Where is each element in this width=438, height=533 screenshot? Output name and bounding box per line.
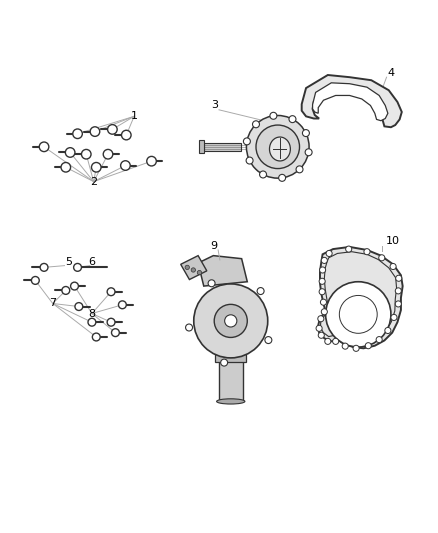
Circle shape xyxy=(103,149,113,159)
Circle shape xyxy=(376,336,382,343)
Circle shape xyxy=(107,318,115,326)
Circle shape xyxy=(225,315,237,327)
Circle shape xyxy=(247,116,309,178)
Circle shape xyxy=(90,127,100,136)
Circle shape xyxy=(81,149,91,159)
Circle shape xyxy=(289,116,296,123)
Text: 2: 2 xyxy=(90,176,97,187)
Circle shape xyxy=(332,338,339,344)
Circle shape xyxy=(120,161,130,171)
Circle shape xyxy=(321,299,326,305)
Circle shape xyxy=(396,275,402,281)
Circle shape xyxy=(71,282,78,290)
Circle shape xyxy=(186,324,193,331)
Circle shape xyxy=(246,157,253,164)
Polygon shape xyxy=(302,75,402,127)
Text: 3: 3 xyxy=(211,100,218,110)
Circle shape xyxy=(185,265,189,270)
Circle shape xyxy=(147,156,156,166)
Circle shape xyxy=(316,325,322,332)
Circle shape xyxy=(61,163,71,172)
Text: 4: 4 xyxy=(387,68,395,78)
Circle shape xyxy=(279,174,286,181)
Circle shape xyxy=(365,343,371,349)
Circle shape xyxy=(108,125,117,134)
Circle shape xyxy=(40,263,48,271)
Circle shape xyxy=(326,251,332,256)
Circle shape xyxy=(75,303,83,310)
Circle shape xyxy=(320,267,325,273)
Circle shape xyxy=(325,338,331,344)
Circle shape xyxy=(214,304,247,337)
Bar xyxy=(204,143,241,151)
Circle shape xyxy=(121,130,131,140)
Circle shape xyxy=(197,270,201,275)
Circle shape xyxy=(385,327,391,334)
Circle shape xyxy=(208,280,215,287)
Circle shape xyxy=(32,277,39,284)
Circle shape xyxy=(88,318,96,326)
Circle shape xyxy=(325,282,391,347)
Circle shape xyxy=(342,343,348,349)
Circle shape xyxy=(321,309,327,315)
Circle shape xyxy=(353,345,359,351)
Circle shape xyxy=(390,263,396,270)
Circle shape xyxy=(92,333,100,341)
Text: 5: 5 xyxy=(65,257,72,267)
Circle shape xyxy=(244,138,251,145)
Circle shape xyxy=(321,257,327,263)
Text: 7: 7 xyxy=(49,298,57,309)
Circle shape xyxy=(256,125,300,168)
Ellipse shape xyxy=(217,399,245,404)
Circle shape xyxy=(265,336,272,344)
Circle shape xyxy=(257,288,264,295)
Circle shape xyxy=(260,171,267,178)
Circle shape xyxy=(305,149,312,156)
Ellipse shape xyxy=(269,137,290,161)
Polygon shape xyxy=(318,247,403,349)
Circle shape xyxy=(74,263,81,271)
Polygon shape xyxy=(313,83,388,120)
Circle shape xyxy=(107,288,115,296)
Text: 6: 6 xyxy=(88,257,95,267)
Circle shape xyxy=(112,329,119,336)
Text: 8: 8 xyxy=(88,309,95,319)
Bar xyxy=(198,140,204,154)
Circle shape xyxy=(62,287,70,294)
Text: 10: 10 xyxy=(386,236,400,246)
Circle shape xyxy=(92,163,101,172)
Circle shape xyxy=(65,148,75,157)
Circle shape xyxy=(194,284,268,358)
Circle shape xyxy=(296,166,303,173)
Circle shape xyxy=(391,314,397,320)
Circle shape xyxy=(379,255,385,261)
Circle shape xyxy=(252,121,259,128)
Text: 9: 9 xyxy=(210,240,217,251)
Polygon shape xyxy=(198,256,247,286)
Text: 1: 1 xyxy=(131,111,138,122)
Circle shape xyxy=(346,246,352,252)
Circle shape xyxy=(221,359,228,366)
Circle shape xyxy=(191,268,195,272)
Circle shape xyxy=(395,301,401,307)
Circle shape xyxy=(364,249,370,255)
Circle shape xyxy=(39,142,49,151)
Circle shape xyxy=(270,112,277,119)
Circle shape xyxy=(319,289,325,295)
Circle shape xyxy=(319,278,325,284)
Circle shape xyxy=(318,332,324,338)
Circle shape xyxy=(395,288,401,294)
Bar xyxy=(219,358,243,401)
Circle shape xyxy=(118,301,126,309)
Polygon shape xyxy=(181,256,207,279)
Circle shape xyxy=(318,316,324,322)
Circle shape xyxy=(73,129,82,139)
Bar xyxy=(215,354,246,362)
Circle shape xyxy=(302,130,309,136)
